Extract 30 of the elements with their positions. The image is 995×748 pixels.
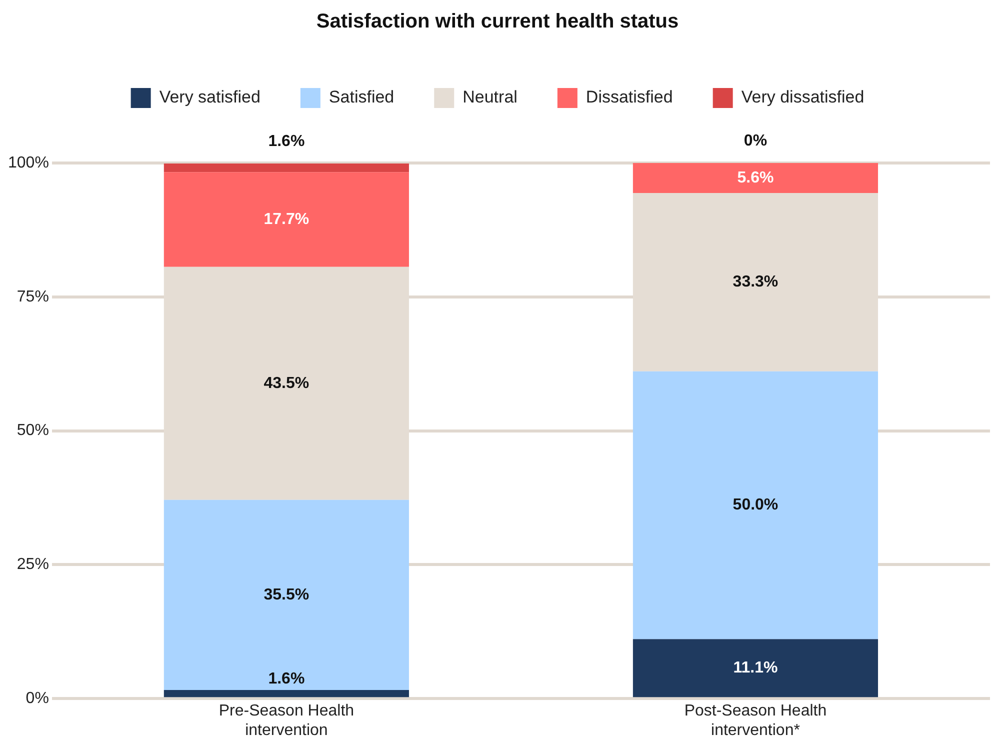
y-tick-label: 75% [16,288,49,306]
bar [164,172,409,267]
chart-title: Satisfaction with current health status [316,10,679,33]
data-label: 43.5% [264,374,310,392]
data-label: 5.6% [737,169,774,186]
data-label: 33.3% [732,274,778,291]
bar [164,500,409,690]
legend-label: Neutral [462,88,518,107]
bar [632,371,878,640]
bar [164,690,409,698]
y-tick-label: 50% [16,422,49,440]
x-tick-label: Pre-Season Health intervention [218,702,354,739]
y-tick-label: 100% [8,154,49,172]
data-label: 1.6% [268,132,305,150]
bar [164,164,409,172]
data-label: 11.1% [733,660,778,677]
y-tick-label: 0% [26,690,49,708]
data-label: 35.5% [264,586,310,604]
legend-label: Satisfied [328,88,394,107]
data-label: 50.0% [732,496,778,514]
data-label: 17.7% [264,210,310,228]
y-tick-label: 25% [16,556,49,574]
legend-label: Very dissatisfied [741,88,864,107]
data-label: 0% [744,132,768,150]
data-label: 1.6% [268,670,305,688]
x-tick-label: Post-Season Health intervention* [684,702,827,739]
bar [632,639,878,698]
bar [632,163,878,193]
legend-label: Very satisfied [159,88,260,107]
legend-label: Dissatisfied [586,88,673,107]
